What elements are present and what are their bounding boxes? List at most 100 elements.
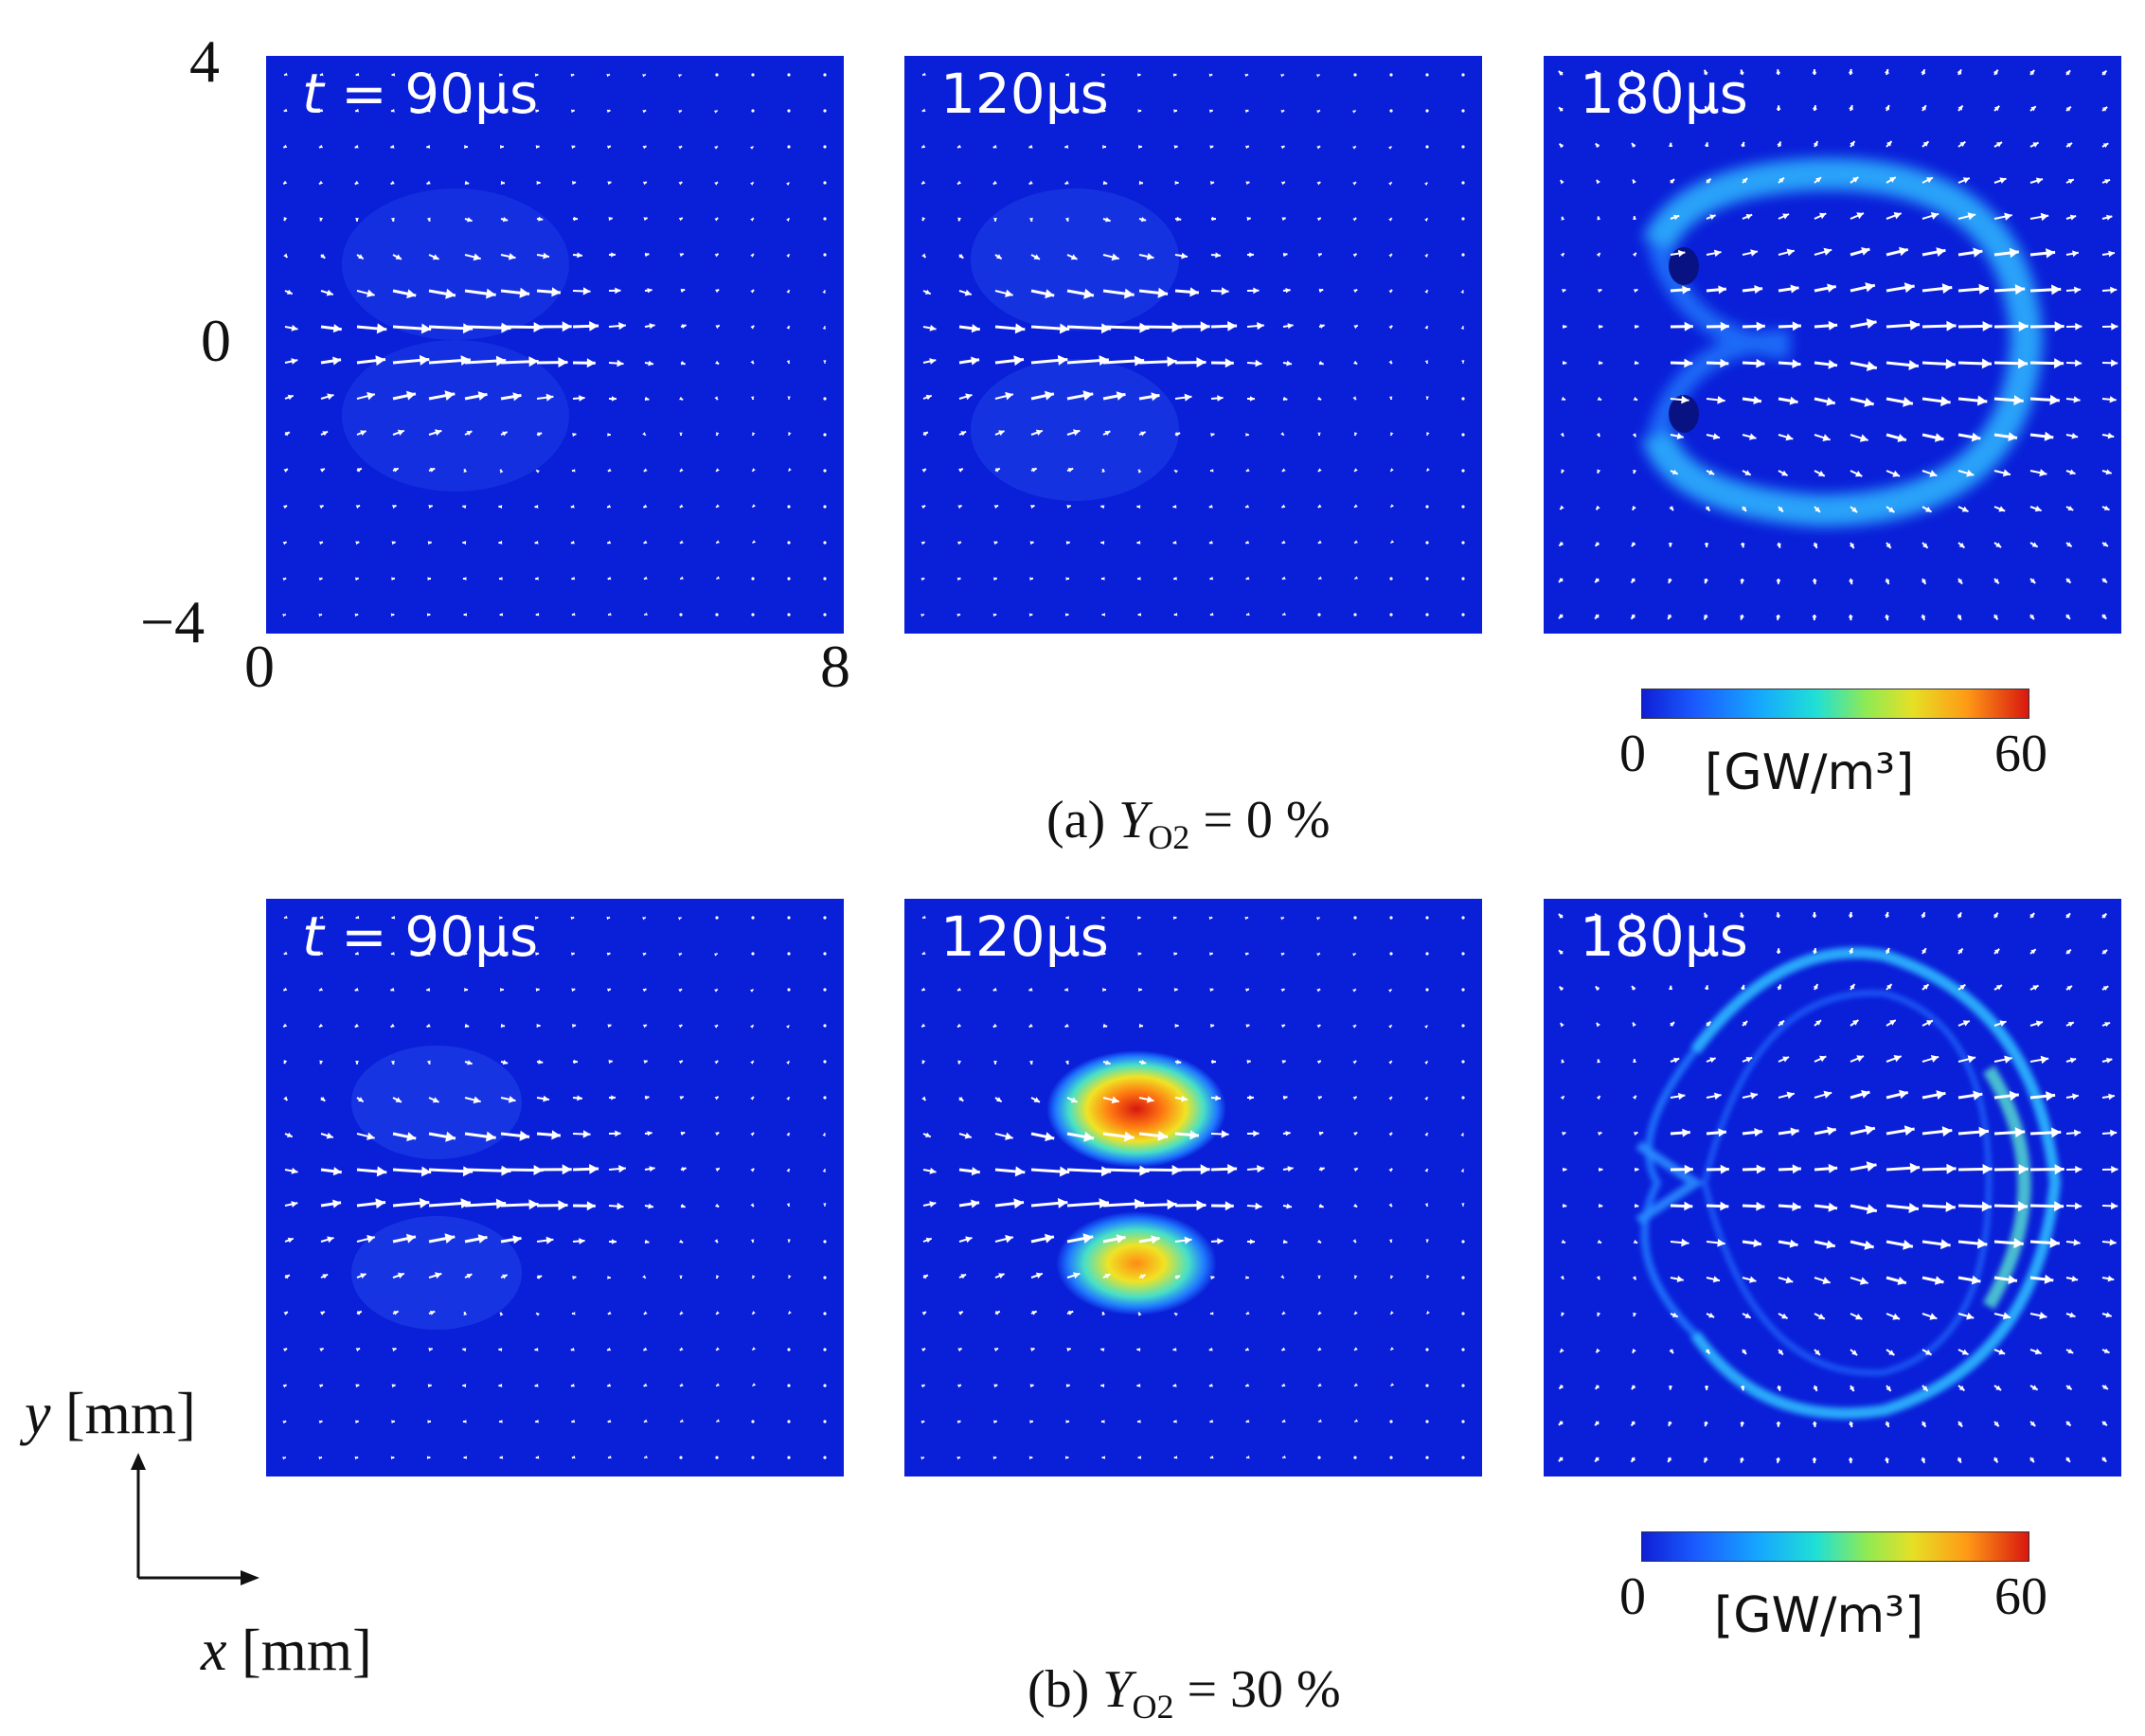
- vector-arrowhead: [971, 1199, 980, 1208]
- vector-arrowhead: [477, 1234, 488, 1244]
- vector-arrowhead: [1281, 1419, 1286, 1423]
- vector-arrowhead: [680, 468, 684, 472]
- vector-arrowhead: [1136, 540, 1141, 545]
- vector-arrowhead: [1668, 106, 1672, 112]
- vector-arrowhead: [1138, 1312, 1142, 1316]
- vector-arrowhead: [1856, 1055, 1864, 1063]
- vector-arrowhead: [1828, 359, 1838, 369]
- vector-arrowhead: [750, 1061, 754, 1065]
- vector-arrowhead: [355, 1348, 361, 1352]
- vector-arrowhead: [320, 1311, 325, 1315]
- vector-arrowhead: [921, 1457, 924, 1460]
- vector-arrowhead: [1669, 1349, 1673, 1353]
- vector-arrowhead: [1718, 1128, 1726, 1137]
- vector-arrowhead: [1137, 952, 1142, 957]
- vector-arrowhead: [1221, 1130, 1229, 1138]
- vector-arrowhead: [2014, 1127, 2026, 1138]
- vector-arrowhead: [1210, 1312, 1214, 1315]
- vector-arrowhead: [1173, 1455, 1178, 1459]
- vector-arrowhead: [430, 467, 436, 473]
- vector-arrowhead: [1352, 1025, 1356, 1029]
- vector-arrowhead: [572, 1276, 577, 1280]
- vector-arrowhead: [2044, 1274, 2054, 1284]
- vector-arrowhead: [375, 355, 385, 367]
- vector-dot: [751, 109, 755, 113]
- vector-arrowhead: [1196, 357, 1207, 368]
- vector-arrowhead: [392, 1348, 397, 1352]
- vector-arrowhead: [1742, 1021, 1748, 1027]
- vector-arrowhead: [1709, 214, 1716, 221]
- vector-arrowhead: [2073, 1239, 2081, 1246]
- vector-arrowhead: [1742, 506, 1746, 511]
- vector-arrowhead: [994, 468, 1000, 473]
- vector-arrowhead: [2040, 212, 2049, 222]
- vector-arrowhead: [1777, 984, 1781, 990]
- vector-arrowhead: [2069, 1057, 2077, 1064]
- vector-arrowhead: [1317, 1383, 1322, 1387]
- vector-arrowhead: [1813, 984, 1818, 990]
- vector-arrowhead: [499, 916, 503, 920]
- vector-arrowhead: [644, 396, 650, 402]
- vector-arrowhead: [1632, 1276, 1636, 1280]
- vector-arrowhead: [1029, 577, 1033, 582]
- vector-arrowhead: [2111, 322, 2118, 331]
- vector-arrowhead: [2018, 321, 2029, 332]
- vector-arrowhead: [538, 216, 544, 222]
- vector-dot: [787, 1420, 791, 1423]
- vector-arrowhead: [1172, 916, 1177, 921]
- vector-arrowhead: [1929, 1313, 1938, 1320]
- time-label: 120μs: [940, 904, 1109, 969]
- vector-arrowhead: [579, 395, 585, 402]
- vector-arrowhead: [319, 72, 324, 77]
- vector-arrowhead: [1560, 432, 1564, 437]
- vector-arrowhead: [427, 916, 431, 920]
- vector-arrowhead: [1425, 396, 1429, 400]
- vector-arrowhead: [1668, 985, 1673, 990]
- vector-dot: [679, 1456, 683, 1459]
- vector-arrowhead: [606, 109, 611, 114]
- vector-arrowhead: [319, 144, 323, 149]
- vector-arrowhead: [993, 541, 998, 546]
- vector-arrowhead: [921, 1421, 925, 1424]
- vector-dot: [751, 916, 755, 920]
- vector-arrowhead: [1104, 431, 1111, 436]
- vector-arrowhead: [463, 1456, 467, 1459]
- vector-arrowhead: [1899, 1089, 1908, 1100]
- vector-arrowhead: [1209, 1419, 1214, 1423]
- vector-arrowhead: [1828, 320, 1838, 331]
- vector-arrowhead: [714, 396, 718, 401]
- vector-arrowhead: [498, 540, 503, 545]
- vector-arrowhead: [1740, 948, 1745, 954]
- vector-arrowhead: [1778, 507, 1783, 512]
- vector-arrowhead: [960, 1274, 967, 1280]
- vector-arrowhead: [1635, 1167, 1639, 1172]
- vector-arrowhead: [786, 182, 790, 186]
- vector-arrowhead: [1998, 1349, 2006, 1355]
- vector-dot: [1461, 433, 1465, 437]
- vector-arrowhead: [1740, 579, 1745, 584]
- x-axis-label: x [mm]: [201, 1619, 372, 1683]
- vector-arrowhead: [993, 505, 999, 510]
- vector-arrowhead: [716, 540, 720, 544]
- vector-arrowhead: [430, 1310, 436, 1315]
- vector-arrowhead: [2054, 358, 2065, 369]
- vector-arrowhead: [1866, 361, 1877, 371]
- vector-arrowhead: [2014, 284, 2026, 295]
- vector-arrowhead: [1245, 540, 1250, 545]
- vector-arrowhead: [1224, 1201, 1234, 1211]
- vector-arrowhead: [1146, 1096, 1154, 1103]
- vector-arrowhead: [1318, 1131, 1324, 1136]
- vector-arrowhead: [291, 324, 298, 331]
- vector-arrowhead: [644, 1455, 648, 1459]
- vector-arrowhead: [649, 1166, 655, 1172]
- vector-arrowhead: [1287, 1166, 1294, 1172]
- vector-arrowhead: [1704, 579, 1708, 584]
- vector-arrowhead: [1855, 471, 1863, 477]
- vector-arrowhead: [1925, 1349, 1932, 1355]
- vector-arrowhead: [993, 1384, 998, 1388]
- vector-arrowhead: [571, 988, 576, 993]
- vector-arrowhead: [1101, 916, 1105, 920]
- vector-arrowhead: [1245, 576, 1250, 581]
- vector-arrowhead: [1140, 431, 1146, 437]
- vector-arrowhead: [1045, 1132, 1055, 1142]
